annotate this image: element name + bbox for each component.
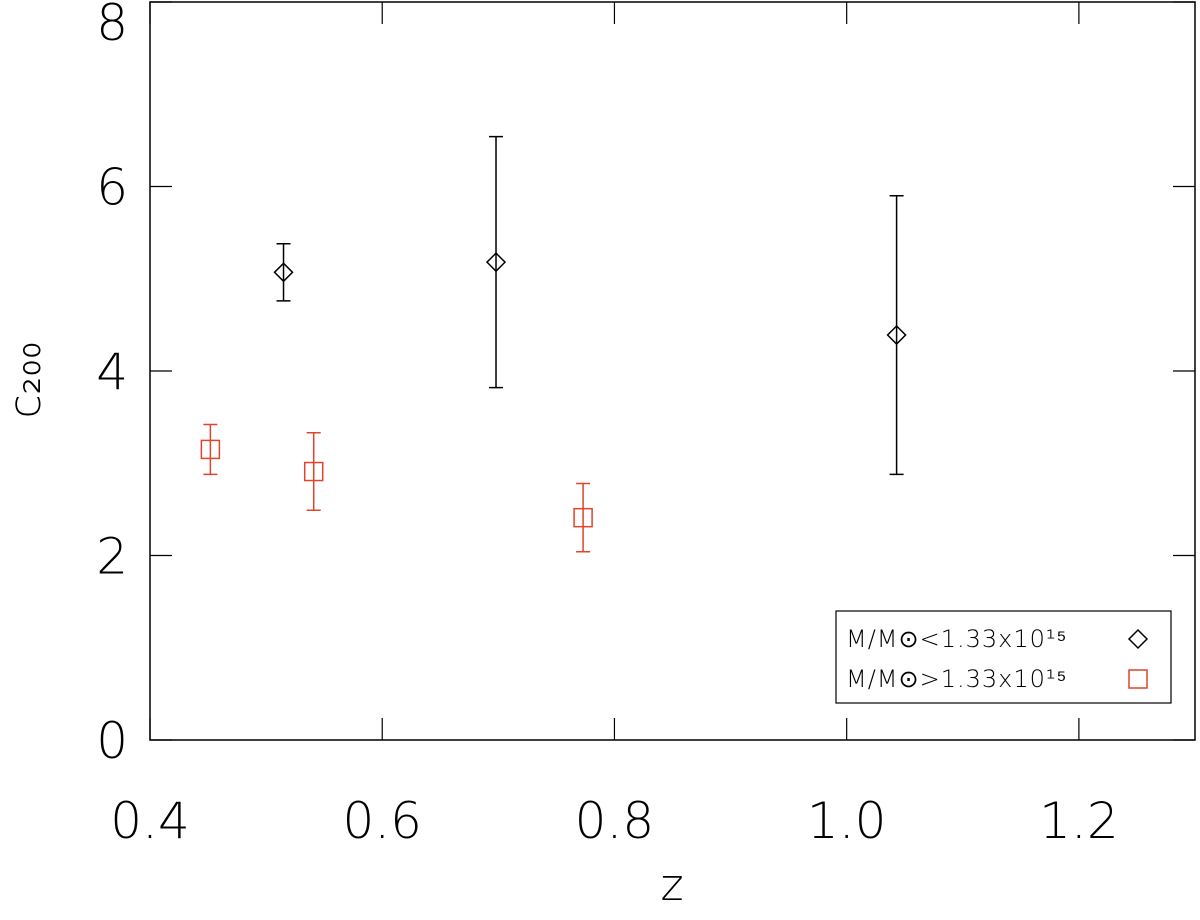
legend-box bbox=[835, 610, 1172, 704]
x-tick-label: 0.8 bbox=[575, 792, 655, 850]
legend-label: M/M⊙>1.33x10¹⁵ bbox=[846, 665, 1067, 693]
y-tick-label: 8 bbox=[96, 0, 128, 52]
error-bar bbox=[306, 432, 321, 512]
legend-label: M/M⊙<1.33x10¹⁵ bbox=[846, 625, 1067, 653]
x-tick-label: 1.0 bbox=[807, 792, 887, 850]
x-tick-label: 1.2 bbox=[1039, 792, 1119, 850]
point bbox=[200, 439, 221, 460]
x-tick-label: 0.6 bbox=[342, 792, 422, 850]
y-tick-label: 0 bbox=[96, 712, 128, 770]
error-bar bbox=[576, 482, 591, 553]
legend-marker bbox=[1128, 669, 1148, 689]
y-tick-label: 2 bbox=[96, 528, 128, 586]
point bbox=[485, 252, 507, 273]
error-bar bbox=[276, 242, 291, 302]
y-axis-label: c₂₀₀ bbox=[0, 341, 51, 418]
y-tick-label: 4 bbox=[96, 343, 128, 401]
x-tick-label: 0.4 bbox=[110, 792, 190, 850]
error-bar bbox=[489, 135, 504, 389]
point bbox=[573, 507, 593, 528]
point bbox=[886, 324, 907, 346]
legend-marker bbox=[1127, 628, 1149, 650]
error-bar bbox=[203, 423, 218, 476]
y-tick-label: 6 bbox=[96, 159, 128, 217]
x-axis-label: z bbox=[660, 860, 683, 911]
point bbox=[273, 262, 294, 283]
point bbox=[303, 461, 324, 482]
error-bar bbox=[889, 194, 904, 476]
